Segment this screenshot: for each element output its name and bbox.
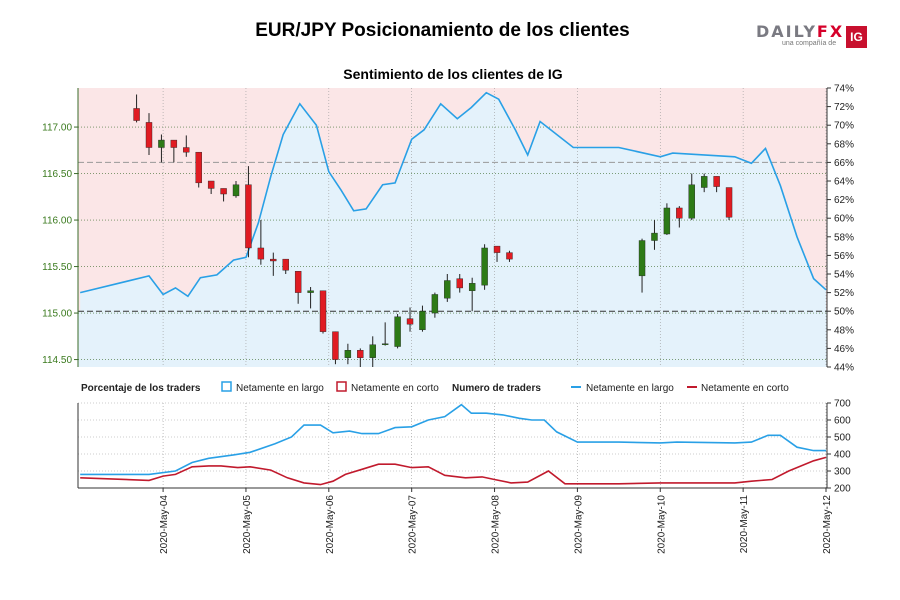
legend-num-long-label: Netamente en largo bbox=[586, 383, 674, 394]
candle-bearish bbox=[133, 108, 140, 121]
candle-bearish bbox=[676, 207, 683, 219]
count-tick-label: 700 bbox=[834, 399, 851, 410]
price-tick-label: 116.50 bbox=[42, 169, 72, 180]
candle-bearish bbox=[207, 180, 215, 189]
candle-bearish bbox=[220, 188, 227, 195]
pct-tick-label: 48% bbox=[834, 325, 854, 336]
date-tick-label: 2020-May-10 bbox=[656, 495, 667, 554]
pct-tick-label: 72% bbox=[834, 102, 854, 113]
count-tick-label: 300 bbox=[834, 467, 851, 478]
candle-bearish bbox=[406, 318, 414, 325]
price-tick-label: 115.00 bbox=[42, 309, 72, 320]
candle-bullish bbox=[232, 184, 240, 197]
candle-bearish bbox=[282, 258, 289, 271]
price-tick-label: 116.00 bbox=[42, 216, 72, 227]
candle-bearish bbox=[332, 331, 339, 360]
candle-bearish bbox=[245, 184, 252, 249]
trader-count-line-long bbox=[80, 403, 826, 476]
price-tick-label: 117.00 bbox=[42, 123, 72, 134]
candle-bearish bbox=[713, 176, 720, 187]
candle-bearish bbox=[506, 252, 513, 260]
pct-tick-label: 74% bbox=[834, 84, 854, 95]
pct-tick-label: 54% bbox=[834, 270, 854, 281]
date-tick-label: 2020-May-11 bbox=[739, 495, 750, 554]
count-tick-label: 200 bbox=[834, 484, 851, 495]
candle-bearish bbox=[725, 187, 733, 218]
pct-tick-label: 56% bbox=[834, 251, 854, 262]
pct-tick-label: 58% bbox=[834, 232, 854, 243]
count-tick-label: 400 bbox=[834, 450, 851, 461]
dailyfx-logo: DAILYFX una compañía de IG bbox=[756, 22, 868, 52]
pct-tick-label: 52% bbox=[834, 288, 854, 299]
candle-bullish bbox=[419, 311, 426, 331]
chart-subtitle: Sentimiento de los clientes de IG bbox=[343, 66, 563, 82]
legend-pct-title: Porcentaje de los traders bbox=[81, 383, 201, 394]
date-tick-label: 2020-May-07 bbox=[408, 495, 419, 554]
candle-bearish bbox=[183, 147, 190, 153]
candle-bearish bbox=[294, 271, 302, 293]
candle-bullish bbox=[663, 207, 671, 235]
logo-brand-left: DAILY bbox=[756, 22, 817, 41]
pct-tick-label: 62% bbox=[834, 195, 854, 206]
candle-bullish bbox=[688, 184, 695, 219]
candle-bearish bbox=[170, 139, 178, 148]
logo-tagline: una compañía de bbox=[782, 40, 837, 47]
legend-pct-short-swatch bbox=[336, 381, 347, 392]
candle-bearish bbox=[145, 122, 153, 148]
date-tick-label: 2020-May-08 bbox=[491, 495, 502, 554]
pct-tick-label: 46% bbox=[834, 344, 854, 355]
legend-pct-long-label: Netamente en largo bbox=[236, 383, 324, 394]
ig-badge: IG bbox=[846, 26, 867, 48]
candle-bullish bbox=[638, 240, 646, 277]
pct-tick-label: 64% bbox=[834, 177, 854, 188]
date-tick-label: 2020-May-04 bbox=[159, 495, 170, 554]
candle-bullish bbox=[369, 344, 376, 358]
sentiment-area bbox=[80, 92, 826, 367]
pct-tick-label: 70% bbox=[834, 121, 854, 132]
candle-bearish bbox=[195, 151, 202, 184]
candle-bullish bbox=[307, 290, 314, 293]
candle-bullish bbox=[431, 294, 439, 314]
legend-pct-short-label: Netamente en corto bbox=[351, 383, 439, 394]
legend-num-title: Numero de traders bbox=[452, 383, 541, 394]
logo-wordmark: DAILYFX bbox=[756, 22, 844, 41]
candle-bullish bbox=[700, 176, 708, 188]
candle-bullish bbox=[394, 316, 401, 347]
chart-title: EUR/JPY Posicionamiento de los clientes bbox=[255, 20, 630, 41]
count-tick-label: 600 bbox=[834, 416, 851, 427]
candle-bearish bbox=[257, 247, 265, 260]
pct-tick-label: 60% bbox=[834, 214, 854, 225]
net-long-pct-line bbox=[80, 91, 827, 298]
date-tick-label: 2020-May-09 bbox=[573, 495, 584, 554]
count-tick-label: 500 bbox=[834, 433, 851, 444]
candle-bullish bbox=[444, 280, 451, 299]
pct-tick-label: 44% bbox=[834, 363, 854, 374]
candle-bullish bbox=[481, 247, 488, 286]
date-tick-label: 2020-May-05 bbox=[242, 495, 253, 554]
candle-bearish bbox=[493, 245, 501, 253]
trader-count-line-short bbox=[80, 456, 827, 486]
candle-bearish bbox=[456, 278, 463, 289]
date-tick-label: 2020-May-06 bbox=[325, 495, 336, 554]
candle-bullish bbox=[381, 343, 389, 345]
candle-bearish bbox=[270, 258, 277, 262]
candle-bearish bbox=[357, 350, 364, 358]
legend-pct-long-swatch bbox=[221, 381, 232, 392]
candle-bullish bbox=[344, 350, 352, 358]
price-tick-label: 114.50 bbox=[42, 355, 72, 366]
pct-tick-label: 50% bbox=[834, 307, 854, 318]
pct-tick-label: 68% bbox=[834, 139, 854, 150]
legend-num-short-label: Netamente en corto bbox=[701, 383, 789, 394]
candle-bearish bbox=[319, 290, 327, 332]
candle-bullish bbox=[468, 283, 476, 291]
candle-bullish bbox=[158, 139, 165, 148]
candle-bullish bbox=[651, 232, 658, 241]
pct-tick-label: 66% bbox=[834, 158, 854, 169]
date-tick-label: 2020-May-12 bbox=[822, 495, 833, 554]
price-tick-label: 115.50 bbox=[42, 262, 72, 273]
logo-brand-right: FX bbox=[816, 22, 845, 41]
